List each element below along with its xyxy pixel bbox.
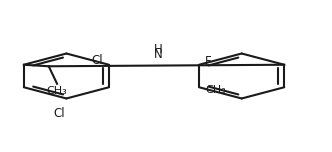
Text: Cl: Cl	[91, 54, 103, 67]
Text: Cl: Cl	[53, 107, 65, 120]
Text: CH₃: CH₃	[205, 85, 226, 95]
Text: F: F	[205, 55, 212, 68]
Text: CH₃: CH₃	[47, 86, 67, 96]
Text: H: H	[154, 43, 163, 56]
Text: N: N	[154, 48, 163, 61]
